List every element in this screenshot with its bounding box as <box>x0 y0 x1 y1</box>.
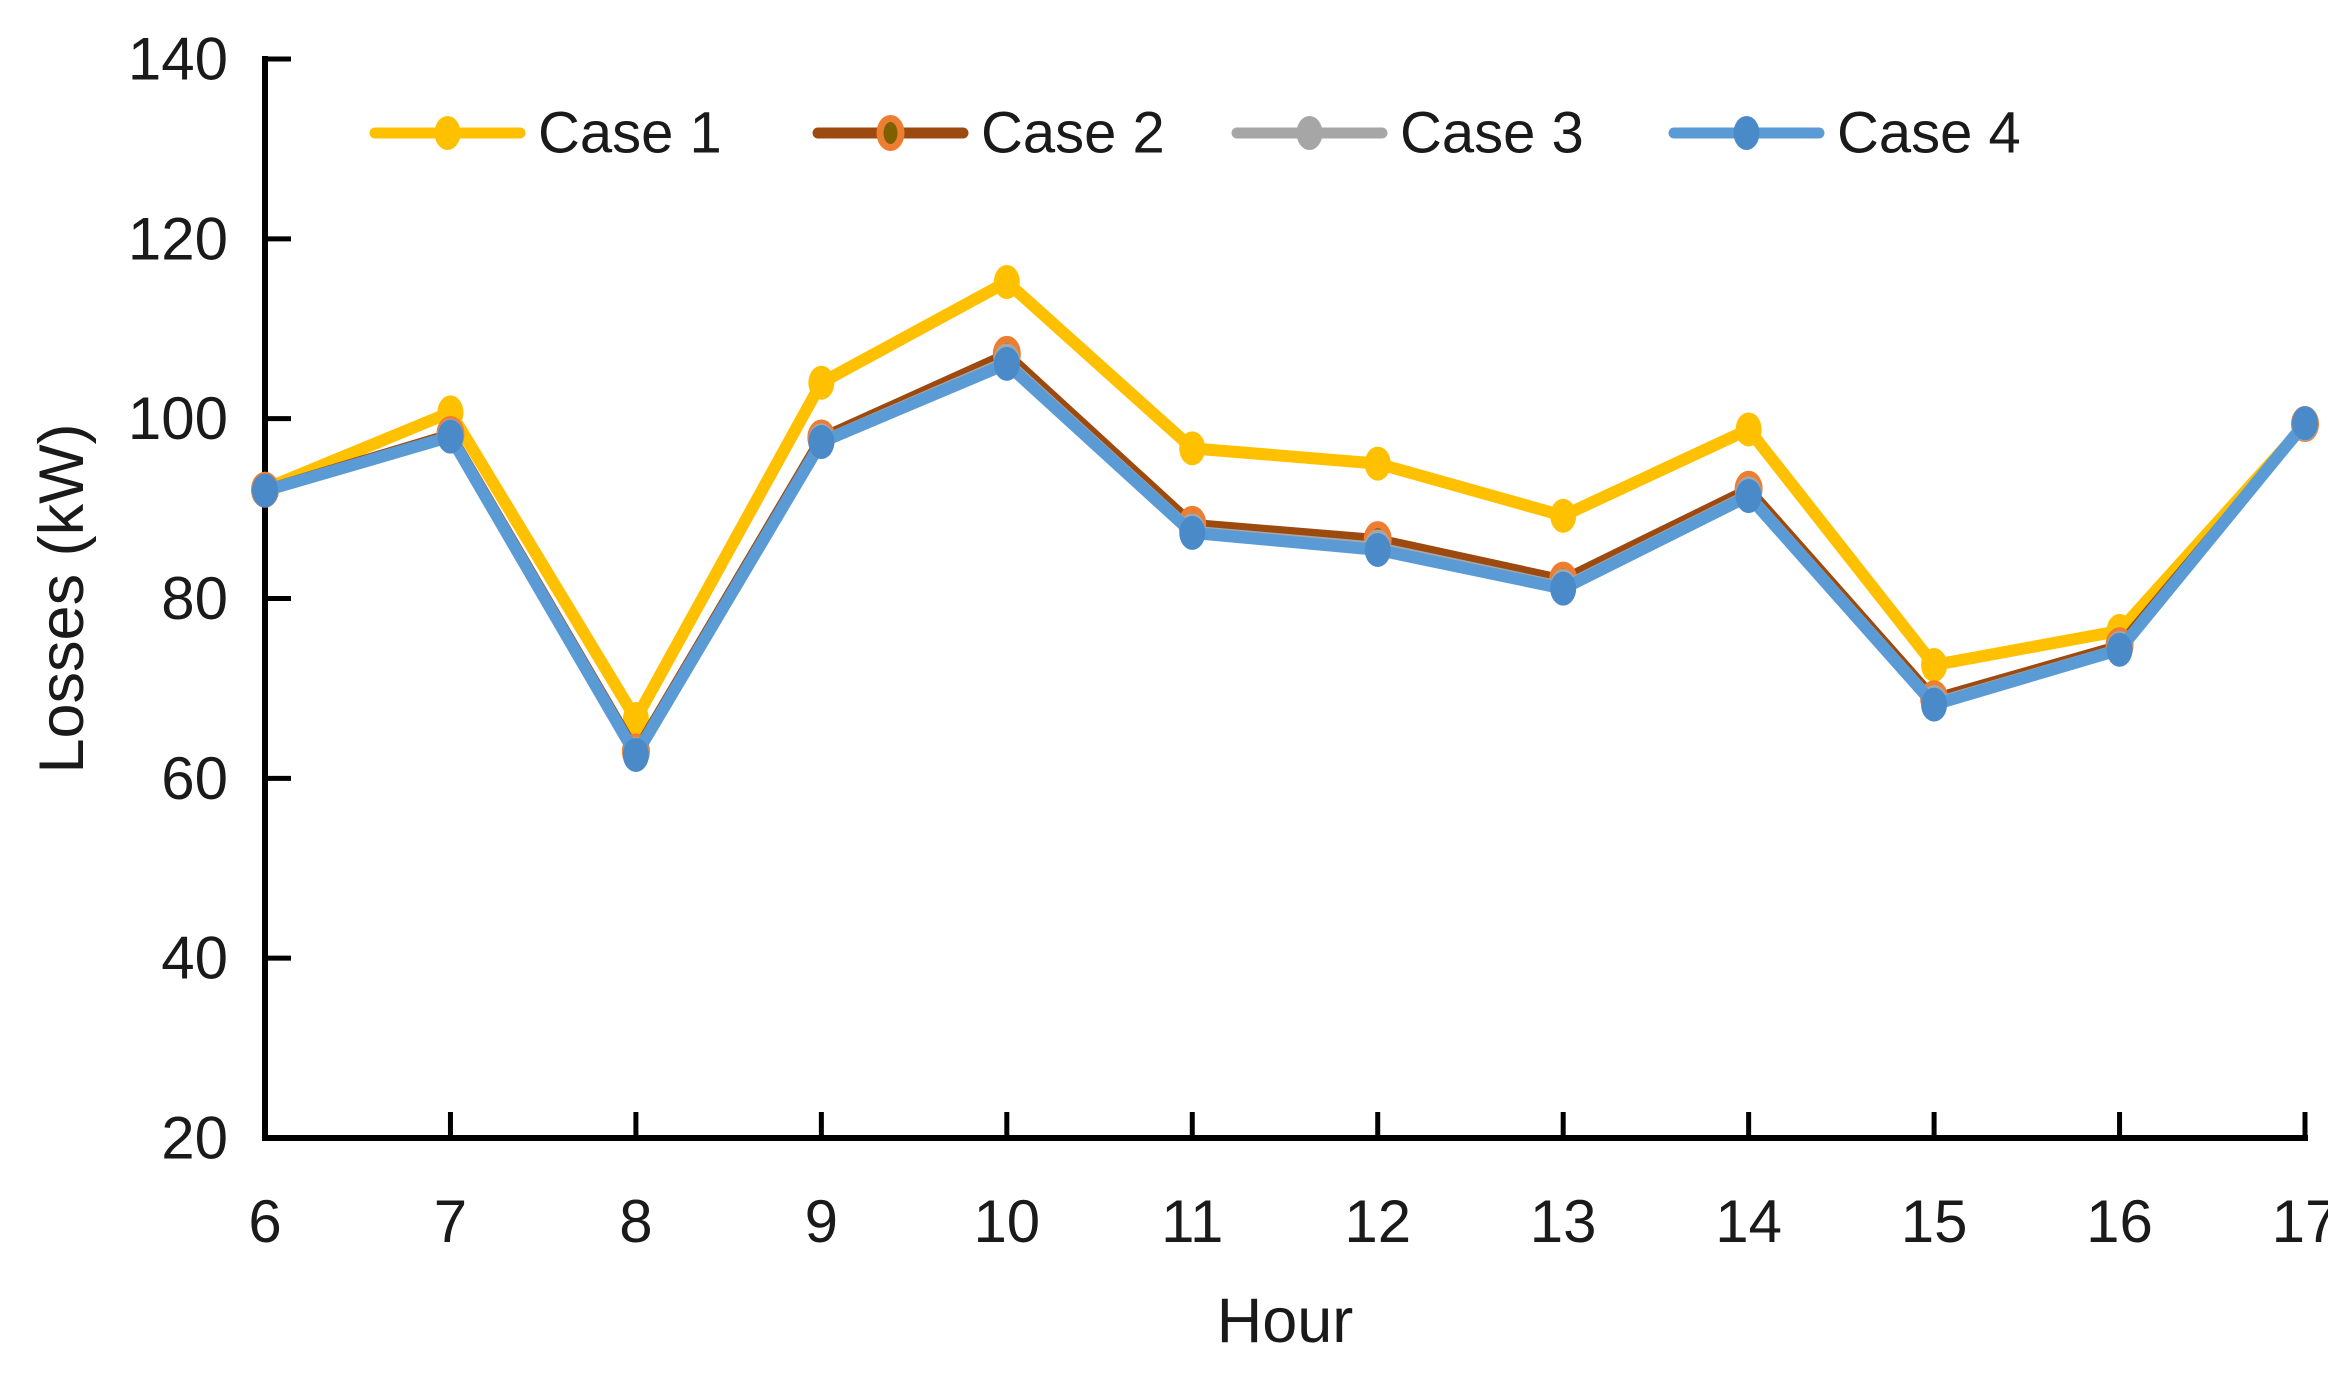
y-axis-tick-label: 20 <box>161 1105 228 1172</box>
data-point-marker-case-1 <box>808 365 835 400</box>
x-axis-tick-label: 6 <box>248 1188 281 1255</box>
data-point-marker-case-1 <box>622 701 649 736</box>
data-point-marker-case-4 <box>1550 571 1577 606</box>
series-line-case-3 <box>260 355 2310 759</box>
data-point-marker-case-1 <box>1921 648 1948 683</box>
x-axis-tick-label: 13 <box>1530 1188 1597 1255</box>
y-axis-tick-label: 40 <box>161 925 228 992</box>
data-point-marker-case-4 <box>252 473 278 508</box>
data-point-marker-case-4 <box>437 419 464 454</box>
x-axis-tick-label: 17 <box>2272 1188 2328 1255</box>
y-axis-tick-label: 120 <box>128 205 228 272</box>
data-point-marker-case-1 <box>1364 446 1391 481</box>
x-axis-tick-label: 12 <box>1344 1188 1411 1255</box>
legend-marker-2 <box>876 115 905 151</box>
data-point-marker-case-1 <box>1179 431 1206 466</box>
legend-marker-1 <box>434 116 461 150</box>
data-point-marker-case-4 <box>2106 632 2133 667</box>
x-axis-tick-label: 16 <box>2086 1188 2153 1255</box>
y-axis-title: Losses (kW) <box>27 423 97 773</box>
x-axis-title: Hour <box>1217 1286 1354 1356</box>
y-axis-tick-label: 140 <box>128 26 228 93</box>
y-axis-tick-label: 100 <box>128 385 228 452</box>
y-axis-tick-label: 80 <box>161 565 228 632</box>
legend-label-1: Case 1 <box>538 101 722 166</box>
legend-label-3: Case 3 <box>1400 101 1584 166</box>
x-axis-tick-label: 11 <box>1161 1188 1223 1255</box>
data-point-marker-case-4 <box>1364 532 1391 567</box>
data-point-marker-case-4 <box>1735 478 1762 513</box>
data-point-marker-case-4 <box>993 346 1020 381</box>
x-axis-tick-label: 7 <box>434 1188 467 1255</box>
data-point-marker-case-1 <box>993 264 1020 299</box>
data-point-marker-case-4 <box>808 425 835 460</box>
data-point-marker-case-1 <box>1550 498 1577 533</box>
data-point-marker-case-1 <box>1735 412 1762 447</box>
y-axis-tick-label: 60 <box>161 745 228 812</box>
x-axis-tick-label: 15 <box>1901 1188 1968 1255</box>
legend-label-4: Case 4 <box>1837 101 2021 166</box>
data-point-marker-case-4 <box>2292 406 2318 441</box>
legend-marker-3 <box>1296 116 1323 150</box>
data-point-marker-case-4 <box>1179 515 1206 550</box>
series-line-case-2 <box>260 348 2310 757</box>
x-axis-tick-label: 8 <box>619 1188 652 1255</box>
series-line-case-1 <box>259 275 2311 725</box>
series-line-case-4 <box>259 357 2311 761</box>
x-axis-tick-label: 14 <box>1715 1188 1782 1255</box>
legend-marker-4 <box>1733 116 1760 150</box>
data-point-marker-case-4 <box>622 737 649 772</box>
data-point-marker-case-4 <box>1921 687 1948 722</box>
x-axis-tick-label: 10 <box>973 1188 1040 1255</box>
x-axis-tick-label: 9 <box>805 1188 838 1255</box>
legend-label-2: Case 2 <box>981 101 1165 166</box>
